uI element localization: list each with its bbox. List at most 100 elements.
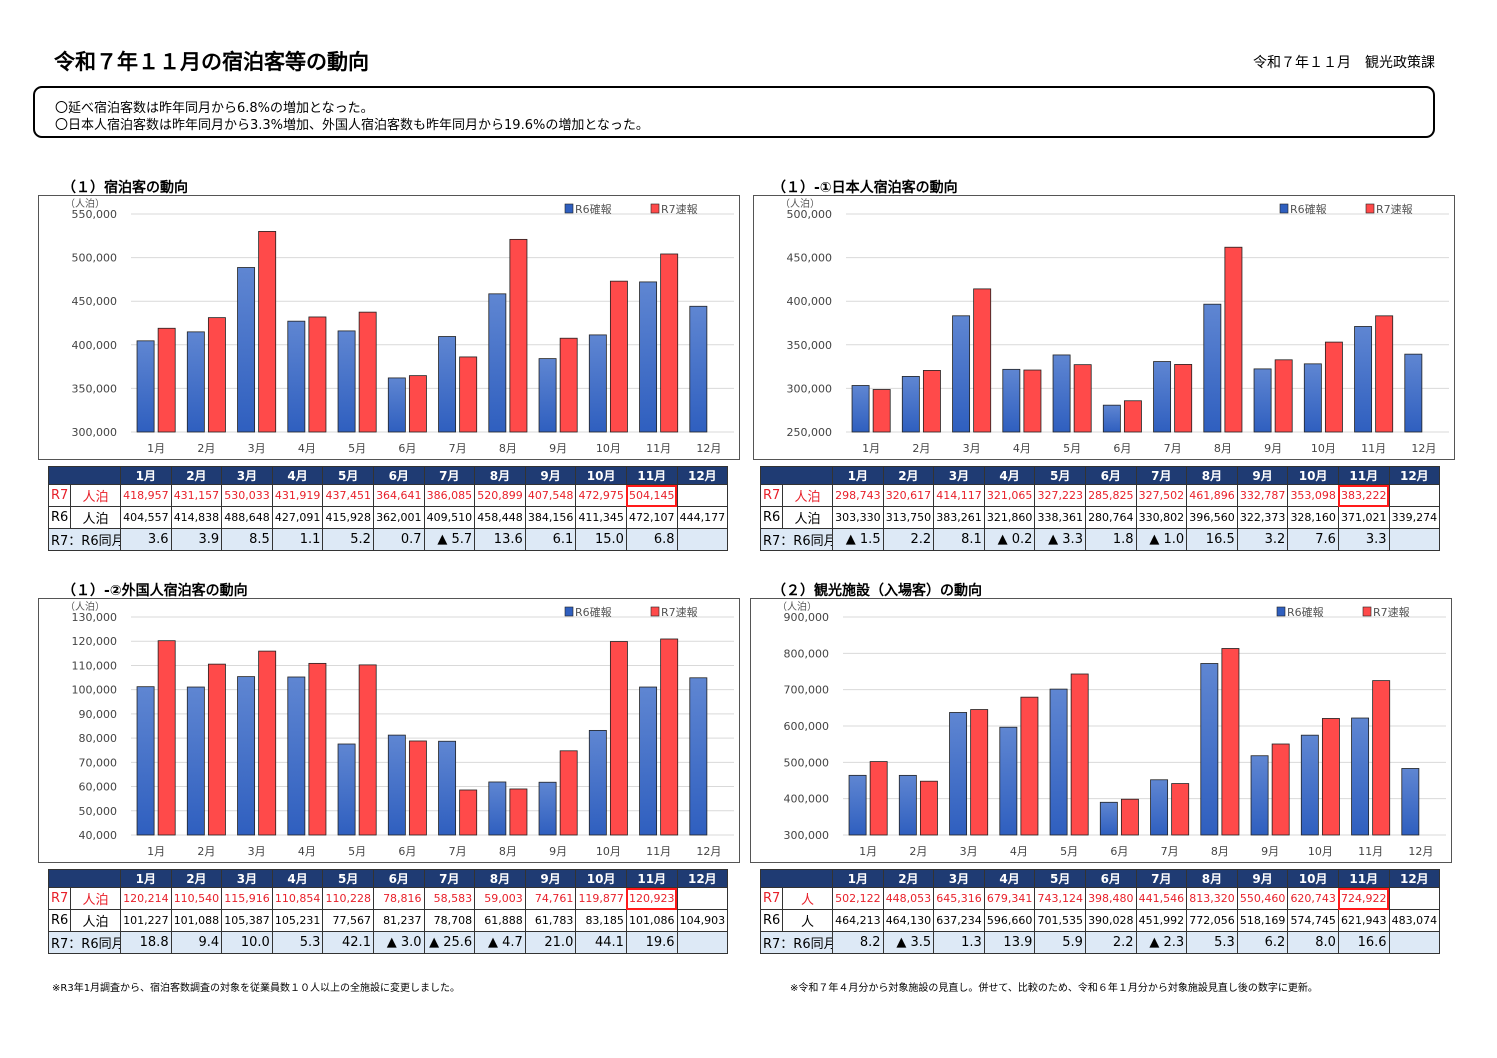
table-cell <box>1388 528 1441 551</box>
bar-r7 <box>1375 315 1394 433</box>
table-cell: 621,943 <box>1337 909 1390 932</box>
table-cell: 7.6 <box>1287 528 1339 551</box>
chart-svg: 300,000 350,000 400,000 450,000 500,000 550,0… <box>65 198 734 455</box>
table-header-row: 1月 2月 3月 4月 5月 6月 7月 8月 9月 10月 11月 12月 <box>760 869 1441 888</box>
x-tick-label: 8月 <box>499 845 517 858</box>
y-unit-label: （人泊） <box>65 601 105 613</box>
bar-r7 <box>509 788 528 836</box>
row-label-unit: 人 <box>782 887 833 910</box>
bar-r7 <box>609 641 628 836</box>
x-tick-label: 9月 <box>549 442 567 455</box>
table-header-row: 1月 2月 3月 4月 5月 6月 7月 8月 9月 10月 11月 12月 <box>48 466 729 485</box>
table-cell: ▲ 3.0 <box>372 931 425 954</box>
bar-r7 <box>358 311 377 433</box>
table-cell <box>1388 931 1441 954</box>
column-header: 10月 <box>575 466 627 485</box>
table-cell: 444,177 <box>676 506 729 529</box>
header-corner <box>760 466 833 485</box>
table-cell: 415,928 <box>322 506 374 529</box>
bar-r7 <box>1120 798 1139 836</box>
table-cell: 110,540 <box>170 887 223 910</box>
table-cell: 1.1 <box>271 528 324 551</box>
x-tick-label: 3月 <box>963 442 981 455</box>
bar-r6 <box>1250 755 1269 836</box>
table-cell: 5.3 <box>1186 931 1238 954</box>
legend-swatch-r6 <box>564 203 574 214</box>
bar-r6 <box>952 315 971 433</box>
y-tick-label: 70,000 <box>79 756 118 769</box>
table-cell: 9.4 <box>170 931 223 954</box>
x-tick-label: 10月 <box>1311 442 1336 455</box>
table-cell: 645,316 <box>933 887 985 910</box>
table-cell: 321,065 <box>983 484 1036 507</box>
table-cell: 530,033 <box>221 484 273 507</box>
table-cell: 418,957 <box>120 484 172 507</box>
table-cell: 327,502 <box>1135 484 1188 507</box>
bar-r7 <box>157 640 176 836</box>
table-cell: 518,169 <box>1236 909 1289 932</box>
table-cell <box>676 528 729 551</box>
legend-swatch-r7 <box>1365 203 1375 214</box>
table-cell: 461,896 <box>1186 484 1238 507</box>
column-header: 10月 <box>1287 466 1339 485</box>
bar-r6 <box>287 320 306 433</box>
table-cell: 105,387 <box>221 909 273 932</box>
bar-r7 <box>459 789 478 836</box>
column-header: 5月 <box>1034 869 1086 888</box>
header-corner <box>48 466 121 485</box>
table-cell: 120,923 <box>625 887 678 910</box>
table-cell: 280,764 <box>1084 506 1137 529</box>
x-tick-label: 11月 <box>1361 442 1386 455</box>
bar-r7 <box>1020 696 1039 836</box>
column-header: 9月 <box>1236 466 1289 485</box>
table-cell: 313,750 <box>882 506 935 529</box>
x-tick-label: 5月 <box>348 442 366 455</box>
y-tick-label: 300,000 <box>784 829 830 842</box>
bar-r6 <box>1354 326 1373 433</box>
bar-r6 <box>898 774 917 836</box>
x-tick-label: 5月 <box>348 845 366 858</box>
table-cell: 78,708 <box>423 909 476 932</box>
bar-r6 <box>1351 717 1370 836</box>
bar-r7 <box>1224 246 1243 433</box>
bar-r7 <box>207 317 226 433</box>
bar-r6 <box>689 305 708 433</box>
column-header: 11月 <box>1337 869 1390 888</box>
legend-swatch-r7 <box>1362 606 1372 617</box>
table-cell: 396,560 <box>1186 506 1238 529</box>
y-unit-label: （人泊） <box>65 198 105 210</box>
table-cell: 427,091 <box>271 506 324 529</box>
table-cell: 8.5 <box>221 528 273 551</box>
bar-r7 <box>660 638 679 836</box>
column-header: 6月 <box>1084 466 1137 485</box>
table-cell: 74,761 <box>524 887 577 910</box>
bar-r6 <box>538 781 557 836</box>
row-label-year: R7 <box>760 484 783 507</box>
table-header-row: 1月 2月 3月 4月 5月 6月 7月 8月 9月 10月 11月 12月 <box>760 466 1441 485</box>
table-row-ratio: R7：R6同月比3.63.98.51.15.20.7▲ 5.713.66.115… <box>48 528 729 551</box>
column-header: 12月 <box>1388 466 1441 485</box>
table-cell: 464,130 <box>882 909 935 932</box>
row-label-unit: 人泊 <box>70 484 121 507</box>
table-cell: 330,802 <box>1135 506 1188 529</box>
table-cell: 451,992 <box>1135 909 1188 932</box>
bar-r7 <box>358 664 377 836</box>
table-cell: 18.8 <box>120 931 172 954</box>
table-cell: 332,787 <box>1236 484 1289 507</box>
table-cell: 1.3 <box>933 931 985 954</box>
bar-r6 <box>387 377 406 433</box>
column-header: 3月 <box>933 466 985 485</box>
table-cell: 5.9 <box>1034 931 1086 954</box>
y-tick-label: 60,000 <box>79 781 118 794</box>
row-label-unit: 人泊 <box>70 909 121 932</box>
legend-swatch-r7 <box>650 203 660 214</box>
table-cell: 3.9 <box>170 528 223 551</box>
table-cell: 3.2 <box>1236 528 1289 551</box>
column-header: 9月 <box>1236 869 1289 888</box>
legend-swatch-r6 <box>1279 203 1289 214</box>
bar-r6 <box>639 686 658 836</box>
column-header: 1月 <box>120 466 172 485</box>
table-cell: 431,157 <box>170 484 223 507</box>
bar-r7 <box>922 370 941 433</box>
table-total-guests: 1月 2月 3月 4月 5月 6月 7月 8月 9月 10月 11月 12月 R7 人泊 418,957 43… <box>48 466 729 551</box>
